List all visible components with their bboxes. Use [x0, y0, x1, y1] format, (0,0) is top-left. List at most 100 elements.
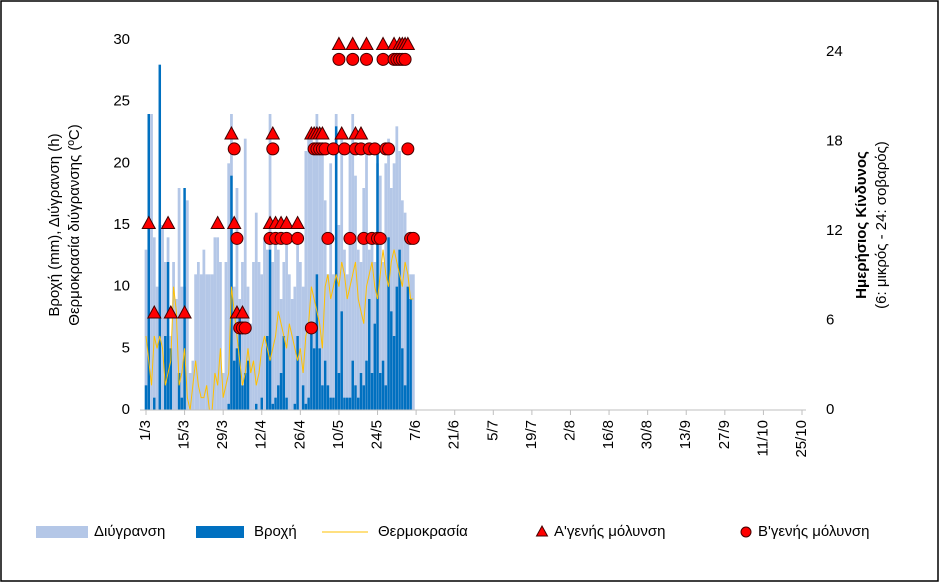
triangle-marker: [331, 36, 347, 50]
x-tick-label: 7/6: [407, 420, 424, 441]
y2-tick-label: 0: [826, 401, 834, 418]
bar: [224, 262, 228, 410]
bar: [298, 262, 302, 410]
bar: [401, 348, 404, 410]
bar: [188, 373, 192, 410]
bar: [384, 385, 388, 410]
bar: [334, 126, 338, 410]
y-tick-label: 25: [113, 93, 130, 110]
circle-marker: [376, 52, 390, 66]
bar: [277, 385, 280, 410]
bar: [241, 262, 244, 410]
circle-marker: [360, 52, 374, 66]
triangle-marker: [141, 215, 157, 230]
bar: [274, 237, 277, 410]
bar: [310, 323, 313, 410]
y2-tick-label: 12: [826, 222, 843, 239]
bar: [271, 403, 275, 410]
bar: [268, 249, 272, 410]
bar: [310, 138, 313, 410]
bar: [337, 225, 341, 410]
bar: [390, 311, 393, 410]
bar: [323, 200, 327, 410]
bar: [395, 286, 399, 410]
bar: [177, 373, 181, 410]
triangle-marker: [160, 215, 176, 230]
circle-marker: [332, 52, 346, 66]
x-tick-label: 25/10: [793, 420, 810, 458]
bar: [174, 299, 178, 410]
x-tick-label: 10/5: [330, 420, 347, 449]
bar: [359, 262, 363, 410]
bar: [354, 175, 357, 410]
bar: [235, 348, 239, 410]
bar: [177, 188, 181, 410]
bar: [265, 249, 269, 410]
legend-swatch: [196, 526, 244, 538]
x-tick-label: 12/4: [253, 420, 270, 449]
bar: [243, 138, 247, 410]
bar: [321, 151, 324, 410]
x-tick-label: 19/7: [523, 420, 540, 449]
bar: [172, 262, 175, 410]
bar: [373, 323, 377, 410]
bar: [321, 385, 324, 410]
bar: [381, 262, 385, 410]
legend-label: Α'γενής μόλυνση: [554, 523, 665, 540]
legend-swatch: [36, 526, 88, 538]
bar: [307, 397, 310, 410]
bar: [210, 274, 214, 410]
bar: [359, 373, 363, 410]
circle-marker: [382, 142, 396, 156]
bar: [403, 212, 407, 410]
legend-swatch: [740, 526, 752, 538]
bar: [368, 299, 371, 410]
bar: [166, 262, 170, 410]
bar: [312, 348, 316, 410]
bar: [213, 237, 217, 410]
circle-marker: [291, 231, 305, 245]
bar: [356, 249, 360, 410]
circle-marker: [401, 142, 415, 156]
bar: [246, 360, 250, 410]
triangle-marker: [265, 125, 281, 140]
bar: [219, 262, 222, 410]
bar: [158, 64, 162, 411]
bar: [406, 286, 410, 410]
bar: [304, 151, 308, 410]
x-tick-label: 11/10: [754, 420, 771, 456]
bar: [326, 385, 330, 410]
x-tick-label: 26/4: [291, 420, 308, 449]
bar: [392, 163, 396, 410]
x-tick-label: 30/8: [639, 420, 656, 449]
triangle-marker: [345, 36, 361, 50]
bar: [293, 403, 297, 410]
triangle-marker: [334, 125, 350, 140]
legend-swatch: [535, 524, 549, 537]
y-axis-label: Θερμοκρασία διύγρανσης (ºC): [66, 124, 83, 325]
bar: [180, 286, 184, 410]
triangle-marker: [163, 304, 179, 319]
legend-label: Β'γενής μόλυνση: [758, 523, 869, 540]
bar: [274, 397, 277, 410]
triangle-marker: [375, 36, 391, 50]
bar: [315, 114, 319, 410]
bar: [164, 336, 167, 410]
y-tick-label: 10: [113, 278, 130, 295]
bar: [337, 373, 341, 410]
triangle-marker: [235, 304, 250, 319]
bar: [208, 274, 211, 410]
triangle-marker: [353, 125, 369, 140]
bar: [257, 262, 261, 410]
triangle-marker: [400, 36, 416, 50]
bar: [227, 163, 231, 410]
bar: [381, 360, 385, 410]
bar: [301, 385, 305, 410]
x-tick-label: 27/9: [716, 420, 733, 449]
triangle-marker: [290, 215, 305, 230]
triangle-marker: [224, 125, 239, 140]
triangle-marker: [279, 215, 294, 230]
bar: [395, 126, 399, 410]
bar: [323, 360, 327, 410]
